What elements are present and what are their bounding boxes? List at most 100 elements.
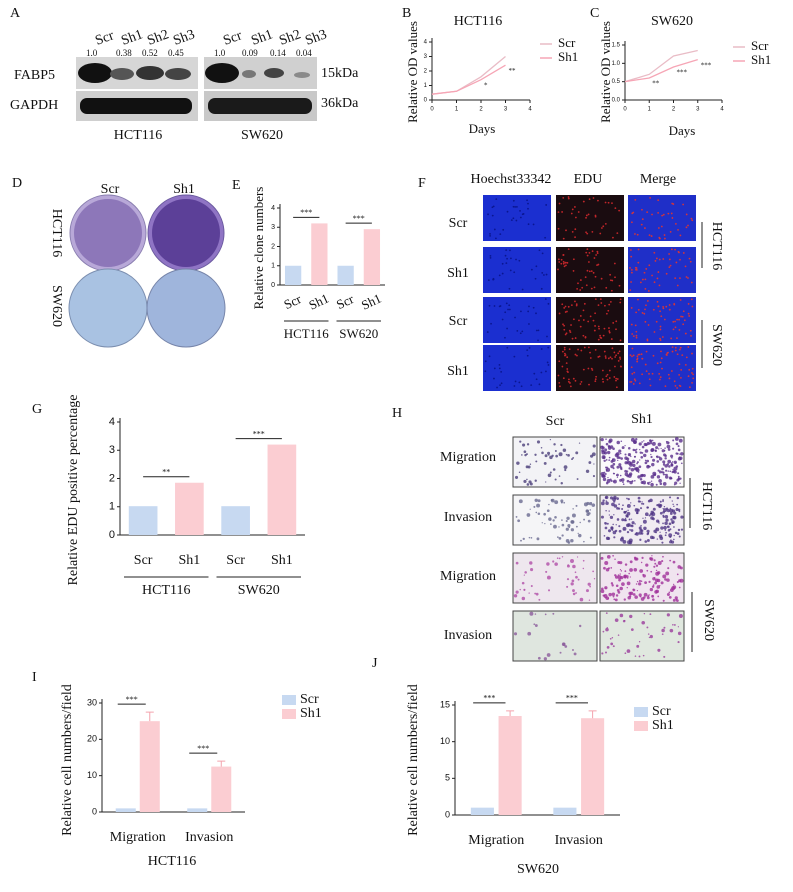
cell-dot	[615, 386, 618, 389]
cell-dot	[674, 222, 677, 225]
cell-dot	[529, 611, 534, 616]
panel-letter: B	[402, 6, 411, 21]
cell-dot	[570, 528, 575, 532]
cell-dot	[499, 305, 502, 307]
cell-dot	[650, 455, 653, 459]
bar	[311, 223, 328, 285]
cell-dot	[570, 212, 573, 215]
cell-dot	[606, 378, 609, 381]
cell-dot	[501, 318, 504, 321]
cell-dot	[660, 581, 664, 585]
ratio: 0.45	[168, 48, 184, 58]
western-blot	[76, 57, 317, 121]
cell-dot	[646, 596, 650, 600]
y-tick-label: 10	[440, 736, 450, 746]
y-tick-label: 4	[109, 416, 115, 428]
cell-dot	[622, 539, 627, 544]
cell-dot	[515, 561, 519, 565]
cell-dot	[688, 386, 691, 389]
cell-dot	[650, 448, 654, 453]
cell-dot	[515, 219, 518, 222]
y-axis-label: Relative cell numbers/field	[406, 684, 421, 836]
cell-dot	[667, 373, 670, 376]
x-tick-label: 0	[430, 107, 434, 113]
micrograph	[556, 247, 624, 293]
cell-dot	[646, 569, 649, 572]
cell-dot	[615, 594, 619, 597]
cell-dot	[677, 631, 682, 636]
cell-dot	[657, 520, 660, 523]
cell-dot	[507, 308, 509, 311]
cell-dot	[604, 472, 607, 475]
cell-dot	[650, 570, 653, 573]
cell-dot	[602, 499, 605, 502]
cell-dot	[672, 585, 677, 590]
cell-dot	[538, 598, 541, 601]
cell-dot	[678, 586, 681, 589]
cell-dot	[674, 248, 676, 251]
cell-dot	[643, 440, 645, 442]
cell-dot	[615, 379, 617, 382]
cell-dot	[680, 376, 682, 379]
cell-dot	[690, 281, 693, 284]
cell-dot	[521, 288, 524, 291]
cell-dot	[599, 334, 601, 337]
cell-dot	[652, 507, 656, 511]
x-axis-label: SW620	[517, 862, 559, 877]
cell-dot	[522, 443, 526, 447]
cell-dot	[508, 308, 511, 311]
cell-dot	[560, 262, 563, 265]
cell-dot	[627, 453, 632, 457]
cell-dot	[505, 302, 508, 305]
cell-dot	[689, 260, 692, 263]
cell-dot	[679, 482, 681, 484]
cell-dot	[629, 595, 632, 598]
cell-dot	[493, 367, 496, 370]
significance-label: ***	[483, 694, 495, 703]
cell-dot	[558, 360, 561, 363]
cell-dot	[650, 482, 654, 487]
cell-dot	[526, 478, 528, 481]
cell-dot	[566, 516, 570, 521]
cell-dot	[626, 504, 631, 508]
cell-dot	[681, 354, 684, 357]
y-axis-label: Relative cell numbers/field	[60, 684, 75, 836]
cell-dot	[593, 329, 596, 332]
cell-dot	[677, 475, 680, 478]
cell-dot	[574, 379, 577, 382]
cell-dot	[613, 504, 618, 508]
cell-dot	[528, 346, 531, 349]
cell-dot	[665, 473, 668, 476]
cell-dot	[629, 614, 633, 619]
cell-dot	[675, 507, 679, 512]
cell-dot	[646, 441, 651, 446]
cell-dot	[540, 287, 543, 290]
cell-dot	[679, 578, 684, 583]
error-bar	[588, 710, 597, 719]
cell-dot	[661, 214, 664, 217]
cell-dot	[672, 503, 674, 506]
cell-dot	[676, 496, 680, 500]
cell-dot	[616, 476, 619, 478]
cell-dot	[659, 337, 661, 340]
cell-dot	[635, 511, 639, 515]
cell-dot	[668, 304, 671, 306]
cell-dot	[512, 205, 515, 208]
cell-dot	[650, 480, 653, 482]
cell-dot	[662, 307, 665, 310]
cell-dot	[588, 261, 590, 263]
group-label: HCT116	[709, 222, 724, 270]
bar	[363, 229, 381, 285]
cell-dot	[656, 585, 661, 589]
row-label: Migration	[440, 569, 496, 584]
cell-dot	[526, 483, 530, 486]
cell-dot	[586, 232, 589, 235]
cell-dot	[661, 560, 664, 563]
cell-dot	[630, 381, 633, 383]
bar	[498, 716, 522, 815]
cell-dot	[659, 482, 663, 486]
cell-dot	[608, 369, 611, 372]
x-tick-label: 4	[720, 107, 724, 113]
cell-dot	[614, 529, 618, 533]
